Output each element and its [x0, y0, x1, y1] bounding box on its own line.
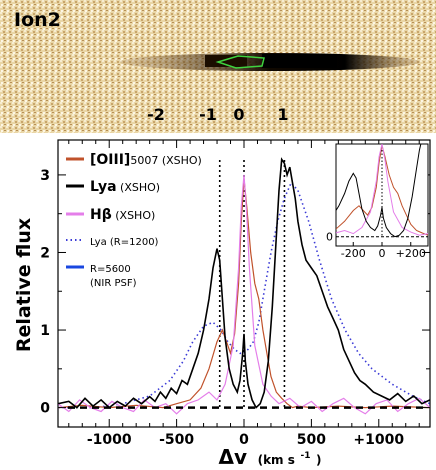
x-axis-label: Δv (km s -1 ) — [218, 443, 321, 469]
inset-x-tick-label-2: +200 — [396, 247, 426, 260]
y-tick-label-3: 3 — [40, 168, 50, 184]
legend-label-suffix-2: (XSHO) — [112, 209, 156, 222]
x-axis-ticks: -1000 -500 0 500 +1000 — [68, 140, 420, 448]
series-hbeta — [58, 174, 430, 415]
velocity-markers: -2 -1 0 1 — [147, 105, 288, 124]
y-tick-label-1: 1 — [40, 323, 50, 339]
legend-label-main-2: Hβ — [90, 207, 112, 223]
x-tick-label-3: 500 — [297, 432, 326, 448]
inset-x-tick-label-1: 0 — [379, 247, 386, 260]
inset-y-tick-label-0: 0 — [326, 231, 333, 244]
x-tick-label-4: +1000 — [353, 432, 404, 448]
y-tick-label-0: 0 — [40, 401, 50, 417]
legend-label-main-1: Lya — [90, 179, 117, 195]
legend: [OIII]5007 (XSHO)Lya (XSHO)Hβ (XSHO)Lya … — [66, 152, 202, 289]
spectrum-title: Ion2 — [14, 9, 61, 31]
legend-label-suffix-0: 5007 (XSHO) — [130, 154, 202, 167]
legend-label-line2-4: (NIR PSF) — [90, 278, 137, 289]
x-tick-label-0: -1000 — [87, 432, 132, 448]
legend-label-main-0: [OIII] — [90, 152, 130, 168]
legend-label-4: R=5600 — [90, 264, 131, 275]
x-tick-label-2: 0 — [239, 432, 249, 448]
inset-chart: -200 0 +200 0 — [326, 143, 429, 260]
y-axis-label: Relative flux — [13, 218, 35, 352]
x-axis-label-unit: (km s — [258, 453, 295, 467]
inset-x-tick-label-0: -200 — [341, 247, 366, 260]
x-axis-label-close: ) — [316, 453, 321, 467]
x-tick-label-1: -500 — [159, 432, 194, 448]
y-axis-ticks: 0 1 2 3 — [40, 168, 430, 417]
x-axis-label-main: Δv — [218, 445, 247, 469]
series-lya — [58, 157, 430, 409]
inset-series-lya — [336, 144, 428, 238]
legend-label-suffix-1: (XSHO) — [117, 181, 161, 194]
velocity-marker-3: 1 — [277, 105, 288, 124]
velocity-marker-2: 0 — [233, 105, 244, 124]
y-tick-label-2: 2 — [40, 245, 50, 261]
velocity-marker-1: -1 — [199, 105, 217, 124]
series-lines — [58, 157, 430, 415]
velocity-lines — [218, 160, 286, 408]
aperture-outline — [215, 55, 265, 69]
inset-ticks: -200 0 +200 0 — [326, 231, 426, 260]
velocity-marker-0: -2 — [147, 105, 165, 124]
legend-label-suffix-3: Lya (R=1200) — [90, 237, 159, 248]
legend-label-2: Hβ (XSHO) — [90, 207, 155, 223]
legend-label-suffix-4: R=5600 — [90, 264, 131, 275]
x-axis-label-exp: -1 — [300, 451, 310, 461]
legend-label-0: [OIII]5007 (XSHO) — [90, 152, 202, 168]
legend-label-3: Lya (R=1200) — [90, 237, 159, 248]
legend-label-1: Lya (XSHO) — [90, 179, 160, 195]
2d-spectrum-image: Ion2 -2 -1 0 1 — [0, 0, 436, 133]
